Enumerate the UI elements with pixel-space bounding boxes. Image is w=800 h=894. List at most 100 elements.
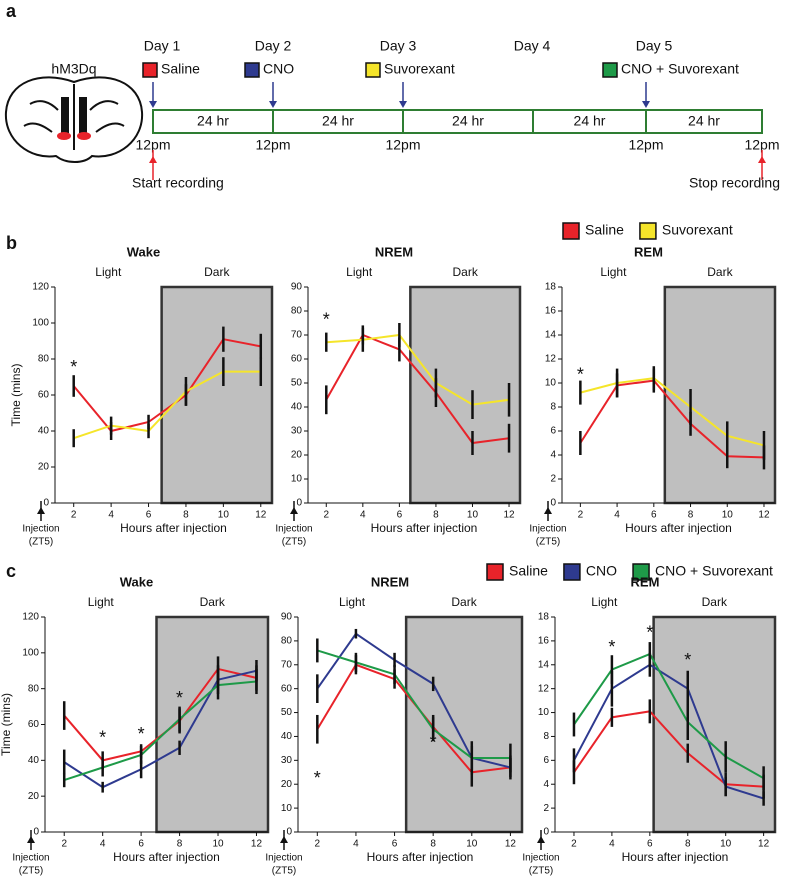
y-tick-label: 8 (543, 731, 549, 742)
y-tick-label: 120 (32, 282, 49, 293)
x-tick-label: 10 (720, 839, 732, 850)
x-tick-label: 12 (758, 839, 770, 850)
x-axis-label: Hours after injection (371, 521, 478, 535)
y-tick-label: 10 (545, 378, 557, 389)
series-line (573, 710, 764, 788)
series-line (63, 669, 257, 789)
x-tick-label: 10 (466, 839, 478, 850)
y-tick-label: 4 (543, 779, 549, 790)
x-tick-label: 10 (212, 839, 224, 850)
x-tick-label: 8 (183, 510, 189, 521)
chart-title: Wake (120, 574, 153, 589)
injection-label: Injection (522, 853, 559, 864)
arrow-head (642, 101, 650, 108)
y-tick-label: 0 (33, 827, 39, 838)
region-label: Light (600, 265, 627, 279)
treatment-label: CNO + Suvorexant (621, 61, 739, 77)
day-label: Day 5 (636, 38, 673, 54)
y-tick-label: 30 (291, 426, 303, 437)
day-label: Day 2 (255, 38, 292, 54)
region-label: Light (346, 265, 373, 279)
series-line (573, 663, 764, 800)
y-tick-label: 20 (28, 791, 40, 802)
x-tick-label: 6 (146, 510, 152, 521)
y-tick-label: 120 (22, 612, 39, 623)
x-tick-label: 10 (218, 510, 230, 521)
x-tick-label: 4 (609, 839, 615, 850)
region-label: Light (95, 265, 122, 279)
chart-title: REM (634, 244, 663, 259)
chart-title: REM (631, 574, 660, 589)
series-line (580, 377, 765, 447)
series-line (317, 649, 511, 759)
x-tick-label: 2 (571, 839, 577, 850)
x-axis-label: Hours after injection (113, 850, 220, 864)
dark-region (160, 285, 274, 505)
segment-label: 24 hr (197, 113, 229, 129)
series-line (325, 333, 510, 445)
x-tick-label: 6 (651, 510, 657, 521)
x-tick-label: 2 (578, 510, 584, 521)
region-label: Dark (702, 595, 728, 609)
y-tick-label: 18 (538, 612, 550, 623)
y-tick-label: 60 (38, 390, 50, 401)
y-tick-label: 12 (545, 354, 557, 365)
region-label: Dark (200, 595, 226, 609)
panel-label: a (6, 1, 17, 21)
day-label: Day 4 (514, 38, 551, 54)
series-line (63, 680, 257, 781)
y-tick-label: 20 (38, 462, 50, 473)
x-tick-label: 6 (392, 839, 398, 850)
panel-label: b (6, 233, 17, 253)
brain-icon (4, 76, 144, 163)
significance-star: * (99, 728, 106, 748)
x-tick-label: 6 (138, 839, 144, 850)
x-tick-label: 4 (100, 839, 106, 850)
series-line (579, 379, 765, 459)
chart-title: NREM (375, 244, 413, 259)
y-tick-label: 20 (291, 450, 303, 461)
x-tick-label: 10 (722, 510, 734, 521)
region-label: Dark (451, 595, 477, 609)
y-tick-label: 40 (38, 426, 50, 437)
treatment-swatch (244, 62, 260, 78)
dark-region (409, 285, 522, 505)
y-tick-label: 10 (281, 803, 293, 814)
y-tick-label: 80 (291, 306, 303, 317)
y-tick-label: 0 (43, 498, 49, 509)
x-tick-label: 8 (688, 510, 694, 521)
y-tick-label: 80 (28, 683, 40, 694)
x-tick-label: 4 (108, 510, 114, 521)
segment-label: 24 hr (322, 113, 354, 129)
y-tick-label: 14 (545, 330, 557, 341)
injection-label: Injection (22, 524, 59, 535)
y-tick-label: 40 (291, 402, 303, 413)
significance-star: * (430, 732, 437, 752)
treatment-label: Saline (161, 61, 200, 77)
time-label: 12pm (385, 137, 420, 153)
series-line (72, 338, 261, 433)
y-tick-label: 70 (281, 659, 293, 670)
significance-star: * (138, 724, 145, 744)
significance-star: * (646, 622, 653, 642)
arrow-head (149, 101, 157, 108)
y-tick-label: 2 (550, 474, 556, 485)
x-tick-label: 4 (353, 839, 359, 850)
arrow-head (290, 507, 298, 514)
treatment-swatch (142, 62, 158, 78)
arrow-head (758, 156, 766, 163)
arrow-head (269, 101, 277, 108)
dark-region (663, 285, 777, 505)
y-tick-label: 14 (538, 659, 550, 670)
time-label: 12pm (255, 137, 290, 153)
x-tick-label: 12 (251, 839, 263, 850)
timeline-box (152, 109, 763, 134)
y-tick-label: 60 (291, 354, 303, 365)
region-label: Dark (204, 265, 230, 279)
day-label: Day 1 (144, 38, 181, 54)
treatment-label: CNO (263, 61, 294, 77)
y-tick-label: 70 (291, 330, 303, 341)
legend-swatch (486, 563, 504, 581)
arrow-head (280, 836, 288, 843)
injection-label: (ZT5) (272, 866, 296, 877)
